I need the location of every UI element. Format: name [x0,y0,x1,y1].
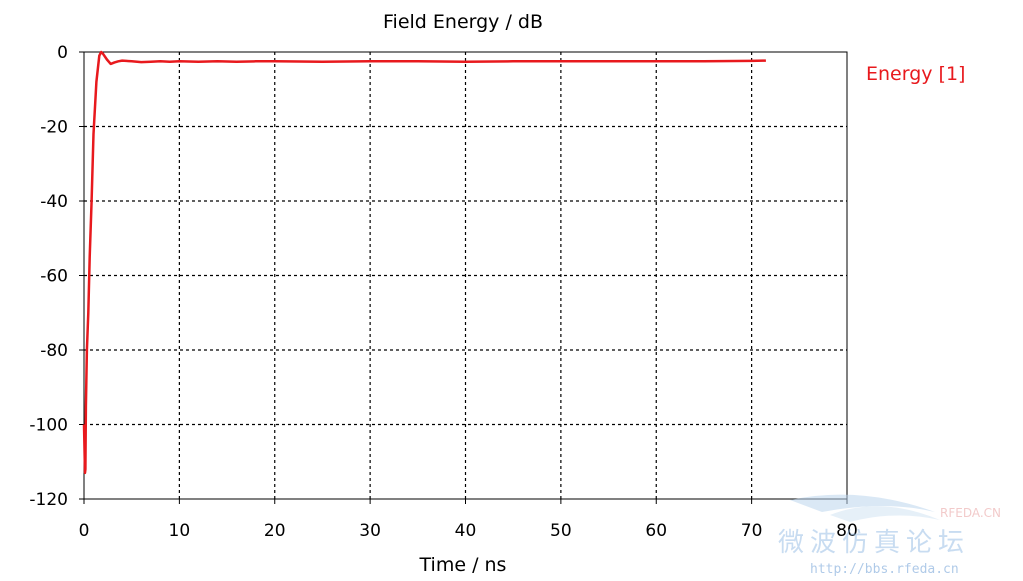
watermark-chinese-text: 微波仿真论坛 [778,528,970,558]
x-tick-label: 60 [645,521,667,541]
rfeda-watermark-logo: RFEDA.CN 微波仿真论坛 http://bbs.rfeda.cn [778,494,1001,577]
legend-entry-energy-1: Energy [1] [866,63,965,85]
x-tick-label: 10 [169,521,191,541]
y-axis: 0 -20 -40 -60 -80 -100 -120 [29,43,84,510]
x-axis-title: Time / ns [419,554,507,576]
y-tick-label: -80 [40,341,68,361]
watermark-url-text: http://bbs.rfeda.cn [810,562,959,577]
watermark-site-text: RFEDA.CN [940,506,1001,520]
x-tick-label: 20 [264,521,286,541]
series-layer [82,50,766,475]
x-tick-label: 80 [836,521,858,541]
y-tick-label: -40 [40,192,68,212]
y-tick-label: -20 [40,118,68,138]
y-tick-label: -60 [40,267,68,287]
x-tick-label: 40 [455,521,477,541]
y-tick-label: -120 [29,490,68,510]
grid-lines [84,52,847,499]
chart-title: Field Energy / dB [383,11,543,33]
series-line-energy-1 [82,50,766,475]
x-axis: 0 10 20 30 40 50 60 70 80 [79,499,858,541]
wing-swoosh-icon [790,494,935,512]
y-tick-label: -100 [29,416,68,436]
x-tick-label: 70 [741,521,763,541]
x-tick-label: 50 [550,521,572,541]
x-tick-label: 30 [359,521,381,541]
y-tick-label: 0 [57,43,68,63]
x-tick-label: 0 [79,521,90,541]
wing-swoosh-icon [830,506,940,522]
